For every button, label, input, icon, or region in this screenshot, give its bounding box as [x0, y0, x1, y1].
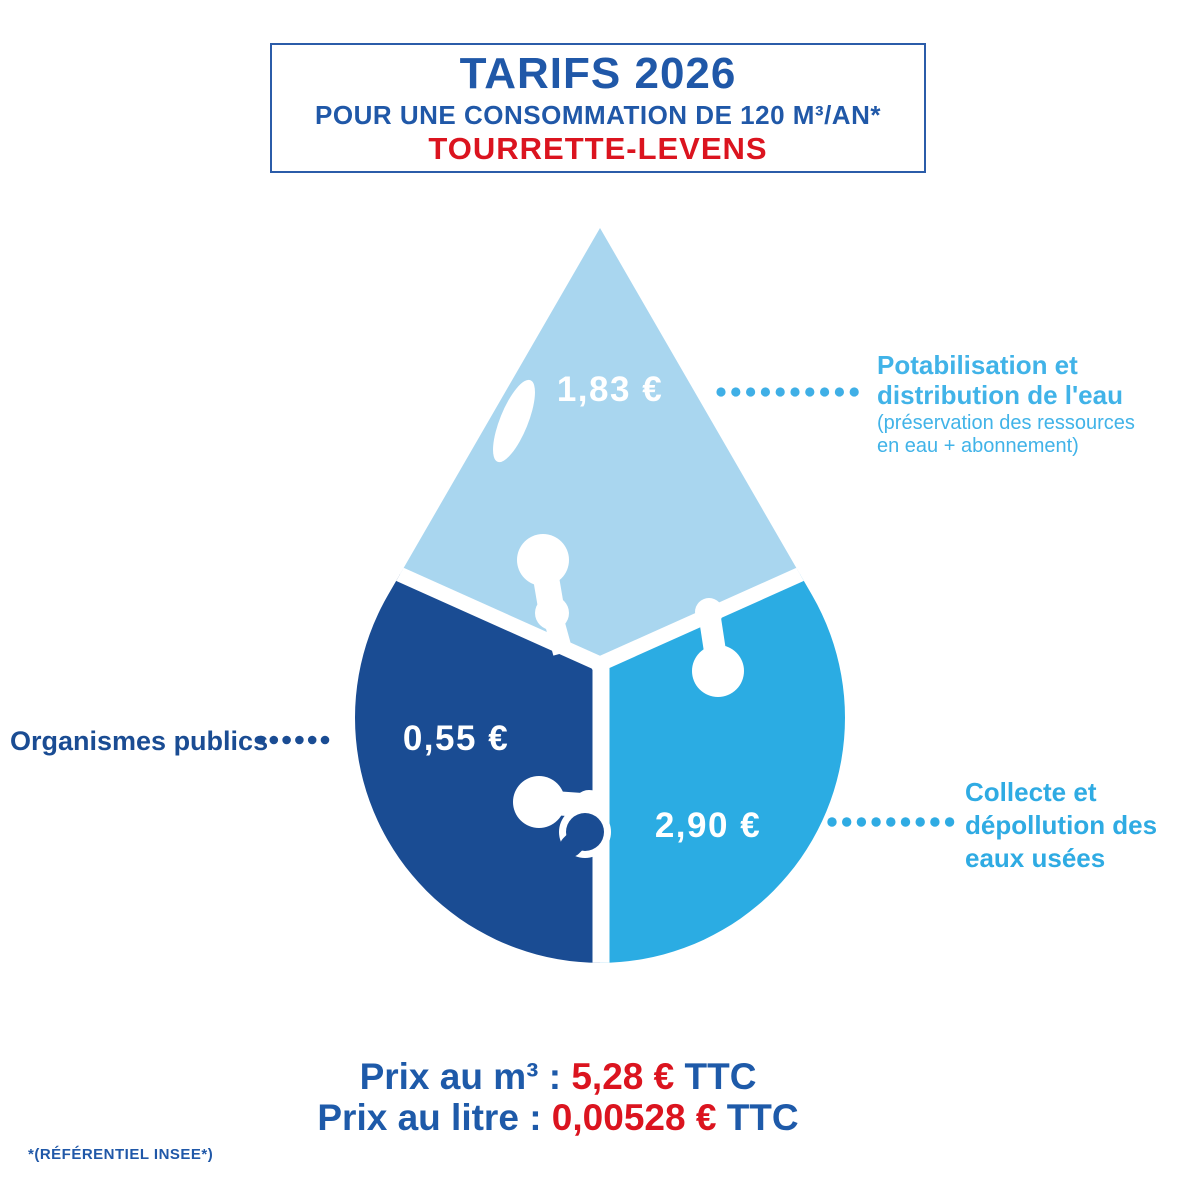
- city-name: TOURRETTE-LEVENS: [428, 131, 768, 166]
- puzzle-knob-left: [517, 534, 573, 656]
- price-per-litre: Prix au litre : 0,00528 € TTC: [317, 1097, 798, 1138]
- page-subtitle: POUR UNE CONSOMMATION DE 120 M³/AN*: [315, 100, 881, 130]
- price-per-m3-suffix: TTC: [674, 1056, 757, 1097]
- leader-dots-organismes: [256, 735, 330, 745]
- price-per-litre-label: Prix au litre :: [317, 1097, 552, 1138]
- segment-organismes-piece: [354, 511, 600, 963]
- price-per-m3-value: 5,28 €: [571, 1056, 675, 1097]
- label-collecte: Collecte et dépollution des eaux usées: [965, 777, 1158, 873]
- gloss-highlight: [493, 379, 535, 463]
- price-summary: Prix au m³ : 5,28 € TTC Prix au litre : …: [317, 1056, 798, 1138]
- value-collecte: 2,90 €: [654, 806, 762, 845]
- page-title: TARIFS 2026: [459, 49, 737, 98]
- label-organismes: Organismes publics: [10, 726, 269, 756]
- price-per-m3: Prix au m³ : 5,28 € TTC: [317, 1056, 798, 1097]
- label-potabilisation-sub: (préservation des ressources en eau + ab…: [877, 412, 1135, 457]
- leader-dots-collecte: [827, 817, 955, 827]
- segment-collecte-piece: [600, 511, 845, 963]
- segment-potabilisation-piece: [354, 228, 845, 664]
- puzzle-knob-right: [692, 598, 744, 697]
- price-per-litre-value: 0,00528 €: [551, 1097, 717, 1138]
- puzzle-knob-bottom: [513, 776, 611, 858]
- label-potabilisation: Potabilisation et distribution de l'eau: [877, 350, 1123, 410]
- value-organismes: 0,55 €: [402, 719, 510, 758]
- price-per-m3-label: Prix au m³ :: [359, 1056, 572, 1097]
- puzzle-gap-junction: [591, 656, 609, 674]
- title-box: TARIFS 2026 POUR UNE CONSOMMATION DE 120…: [270, 43, 926, 173]
- price-per-litre-suffix: TTC: [716, 1097, 799, 1138]
- value-potabilisation: 1,83 €: [556, 370, 664, 409]
- leader-dots-potabilisation: [716, 387, 859, 397]
- footnote: *(RÉFÉRENTIEL INSEE*): [28, 1146, 214, 1163]
